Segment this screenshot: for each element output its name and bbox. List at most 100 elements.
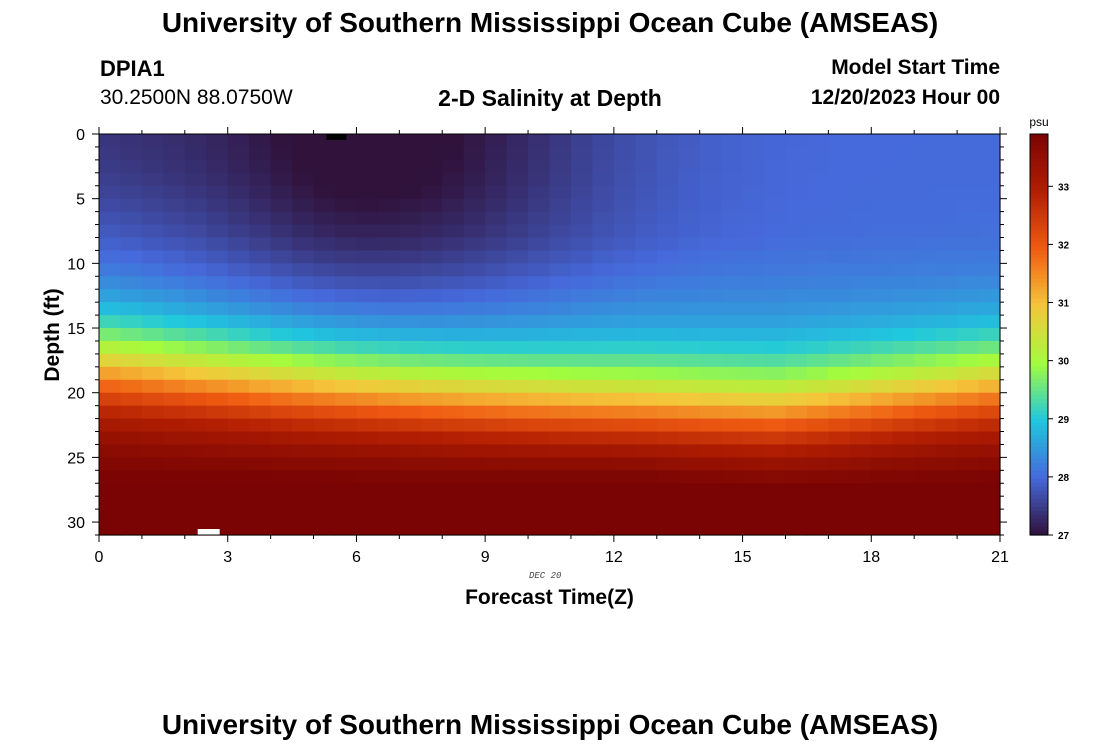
heatmap-cell <box>141 444 164 458</box>
heatmap-cell <box>99 211 122 226</box>
heatmap-cell <box>699 353 722 368</box>
heatmap-cell <box>120 134 143 148</box>
colorbar-swatch <box>1030 302 1048 308</box>
colorbar-swatch <box>1030 450 1048 456</box>
heatmap-cell <box>678 289 701 303</box>
colorbar-swatch <box>1030 298 1048 304</box>
colorbar-swatch <box>1030 190 1048 195</box>
heatmap-cell <box>485 289 508 303</box>
heatmap-cell <box>485 340 508 355</box>
colorbar-swatch <box>1030 402 1048 408</box>
heatmap-cell <box>313 522 336 536</box>
heatmap-cell <box>570 418 593 433</box>
heatmap-cell <box>141 172 164 187</box>
heatmap-cell <box>592 483 615 497</box>
heatmap-cell <box>420 431 443 446</box>
heatmap-cell <box>292 379 315 394</box>
heatmap-cell <box>871 509 894 523</box>
heatmap-cell <box>227 444 250 458</box>
heatmap-cell <box>721 289 744 303</box>
heatmap-cell <box>699 134 722 148</box>
heatmap-cell <box>806 134 829 148</box>
heatmap-cell <box>528 134 551 148</box>
heatmap-cell <box>699 172 722 187</box>
heatmap-cell <box>163 289 186 303</box>
heatmap-cell <box>528 366 551 381</box>
heatmap-cell <box>678 237 701 252</box>
colorbar-swatch <box>1030 494 1048 500</box>
heatmap-cell <box>978 159 1001 174</box>
heatmap-cell <box>613 353 636 368</box>
heatmap-cell <box>141 159 164 174</box>
heatmap-cell <box>206 276 229 290</box>
heatmap-cell <box>935 302 958 316</box>
heatmap-cell <box>184 431 207 446</box>
heatmap-cell <box>163 340 186 355</box>
heatmap-cell <box>377 250 400 264</box>
heatmap-cell <box>635 159 658 174</box>
heatmap-cell <box>399 302 422 316</box>
heatmap-cell <box>292 405 315 420</box>
heatmap-cell <box>699 522 722 536</box>
heatmap-cell <box>442 470 465 484</box>
heatmap-cell <box>613 302 636 316</box>
heatmap-cell <box>935 483 958 497</box>
heatmap-cell <box>99 405 122 420</box>
heatmap-cell <box>764 263 787 277</box>
heatmap-cell <box>785 483 808 497</box>
colorbar-swatch <box>1030 482 1048 488</box>
heatmap-cell <box>399 366 422 381</box>
heatmap-cell <box>871 315 894 329</box>
heatmap-cell <box>334 379 358 394</box>
heatmap-cell <box>399 224 422 239</box>
heatmap-cell <box>871 418 894 433</box>
heatmap-cell <box>742 159 765 174</box>
heatmap-cell <box>377 263 400 277</box>
heatmap-cell <box>742 496 765 510</box>
heatmap-cell <box>249 379 272 394</box>
heatmap-cell <box>978 405 1001 420</box>
heatmap-cell <box>463 328 486 342</box>
heatmap-cell <box>206 211 229 226</box>
heatmap-cell <box>764 134 787 148</box>
heatmap-cell <box>721 353 744 368</box>
heatmap-cell <box>806 250 829 264</box>
heatmap-cell <box>785 134 808 148</box>
heatmap-cell <box>613 444 636 458</box>
heatmap-cell <box>163 392 186 407</box>
heatmap-cell <box>914 146 937 161</box>
heatmap-cell <box>377 379 400 394</box>
colorbar-swatch <box>1030 234 1048 239</box>
heatmap-cell <box>656 276 679 290</box>
heatmap-cell <box>721 444 744 458</box>
heatmap-cell <box>699 302 722 316</box>
heatmap-cell <box>806 444 829 458</box>
heatmap-cell <box>485 172 508 187</box>
heatmap-cell <box>549 366 572 381</box>
heatmap-cell <box>227 483 250 497</box>
heatmap-cell <box>377 198 400 213</box>
heatmap-cell <box>184 289 207 303</box>
heatmap-cell <box>292 224 315 239</box>
heatmap-cell <box>699 185 722 200</box>
heatmap-cell <box>528 172 551 187</box>
heatmap-cell <box>935 289 958 303</box>
heatmap-cell <box>184 470 207 484</box>
heatmap-cell <box>184 224 207 239</box>
heatmap-cell <box>570 431 593 446</box>
heatmap-cell <box>613 483 636 497</box>
heatmap-cell <box>549 263 572 277</box>
heatmap-cell <box>99 315 122 329</box>
heatmap-cell <box>485 134 508 148</box>
heatmap-cell <box>506 418 529 433</box>
heatmap-cell <box>957 211 980 226</box>
heatmap-cell <box>206 263 229 277</box>
heatmap-cell <box>721 366 744 381</box>
heatmap-cell <box>184 509 207 523</box>
heatmap-cell <box>334 509 358 523</box>
heatmap-cell <box>227 509 250 523</box>
heatmap-cell <box>163 211 186 226</box>
heatmap-cell <box>399 470 422 484</box>
heatmap-cell <box>592 198 615 213</box>
